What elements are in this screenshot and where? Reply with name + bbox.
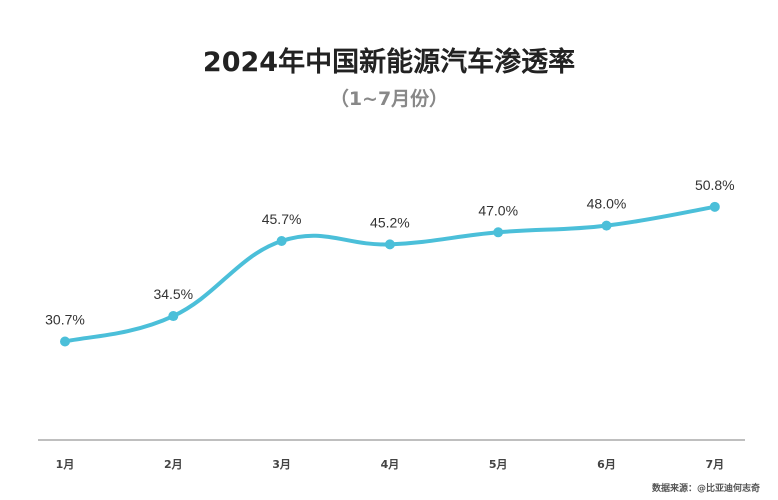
- data-point: [601, 220, 612, 231]
- x-tick-label: 1月: [56, 458, 75, 471]
- x-tick-label: 7月: [705, 458, 724, 471]
- data-point: [709, 201, 720, 212]
- x-tick-label: 5月: [489, 458, 508, 471]
- data-point: [168, 311, 179, 322]
- data-point: [493, 227, 504, 238]
- x-tick-label: 2月: [164, 458, 183, 471]
- data-point: [60, 336, 70, 347]
- data-point: [276, 236, 287, 247]
- data-label: 45.2%: [370, 214, 410, 230]
- data-label: 34.5%: [153, 286, 193, 302]
- x-tick-label: 4月: [381, 458, 400, 471]
- data-label: 50.8%: [695, 177, 735, 193]
- x-tick-label: 3月: [272, 458, 291, 471]
- x-tick-label: 6月: [597, 458, 616, 471]
- data-label: 45.7%: [262, 211, 302, 227]
- data-source: 数据来源：@比亚迪何志奇: [651, 484, 760, 494]
- data-label: 48.0%: [587, 196, 627, 212]
- chart-title: 2024年中国新能源汽车渗透率: [202, 47, 576, 78]
- data-label: 30.7%: [45, 312, 85, 328]
- data-point: [384, 239, 395, 250]
- data-label: 47.0%: [478, 202, 518, 218]
- chart-subtitle: （1~7月份）: [329, 88, 449, 110]
